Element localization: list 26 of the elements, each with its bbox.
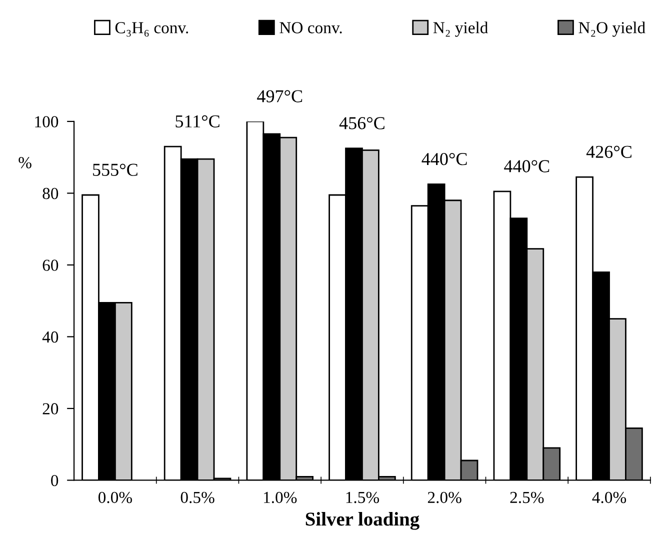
annotation: 511°C — [176, 115, 220, 128]
y-tick-label: 60 — [42, 260, 58, 271]
legend-label: C₃H₆ conv. — [115, 22, 188, 37]
y-tick-label: 0 — [51, 474, 58, 486]
y-tick-label: 80 — [42, 188, 58, 200]
annotation: 426°C — [586, 146, 632, 158]
text: 497°C — [257, 90, 302, 102]
x-tick-label: 1.0% — [264, 492, 297, 504]
annotation: 456°C — [339, 117, 384, 130]
x-tick-label: 4.0% — [592, 492, 626, 504]
x-tick-label: 2.5% — [510, 492, 544, 504]
annotation: 440°C — [422, 152, 467, 166]
x-tick-label: 0.0% — [98, 492, 132, 504]
annotation: 555°C — [93, 164, 138, 176]
x-tick-label: 1.5% — [346, 492, 380, 504]
x-tick-label: 0.5% — [180, 492, 214, 504]
x-tick-label: 2.0% — [428, 492, 462, 504]
legend-label: NO conv. — [280, 22, 342, 34]
annotation: 440°C — [504, 160, 550, 172]
legend-label: N₂O yield — [578, 22, 646, 37]
y-tick-label: 20 — [42, 403, 58, 414]
y-tick-label: 40 — [42, 331, 58, 343]
y-axis-title: % — [18, 157, 32, 168]
y-tick-label: 100 — [35, 116, 58, 128]
x-axis-title: Silver loading — [306, 512, 420, 530]
legend-label: N₂ yield — [433, 22, 488, 37]
